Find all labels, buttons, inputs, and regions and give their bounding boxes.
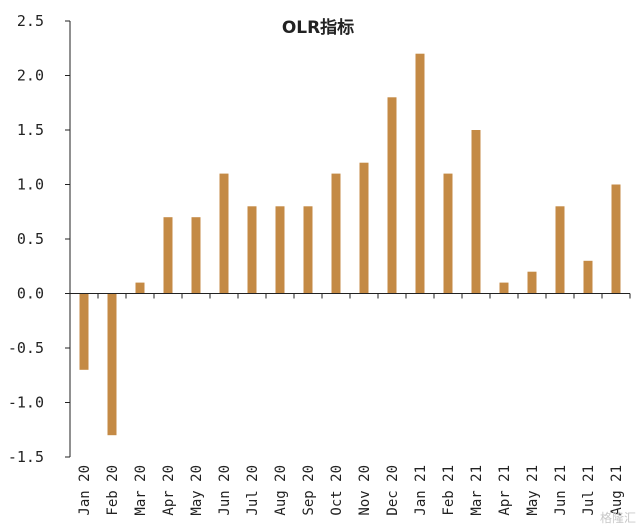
- bar: [303, 206, 313, 294]
- y-tick-label: 0.0: [17, 285, 44, 303]
- x-tick-label: Nov 20: [357, 465, 373, 516]
- x-tick-label: Apr 20: [161, 465, 177, 516]
- x-tick-label: Dec 20: [385, 465, 401, 516]
- bar: [359, 162, 369, 294]
- y-tick-label: 1.0: [17, 176, 44, 194]
- x-tick-label: Apr 21: [497, 465, 513, 516]
- bar: [471, 130, 481, 294]
- x-tick-label: Oct 20: [329, 465, 345, 516]
- x-tick-label: Mar 21: [469, 465, 485, 516]
- y-tick-label: -1.5: [8, 448, 44, 466]
- x-tick-label: May 21: [525, 465, 541, 516]
- x-tick-label: Feb 20: [105, 465, 121, 516]
- x-tick-label: Jul 20: [245, 465, 261, 516]
- watermark: 格隆汇: [599, 511, 636, 525]
- bar: [135, 282, 145, 294]
- bar: [415, 53, 425, 294]
- bar: [79, 293, 89, 370]
- x-tick-label: Feb 21: [441, 465, 457, 516]
- x-tick-label: Jan 20: [77, 465, 93, 516]
- x-tick-label: Jan 21: [413, 465, 429, 516]
- y-tick-label: 0.5: [17, 230, 44, 248]
- bars: [79, 53, 621, 436]
- bar: [247, 206, 257, 294]
- y-tick-label: 2.5: [17, 12, 44, 30]
- x-tick-label: May 20: [189, 465, 205, 516]
- y-tick-label: -0.5: [8, 339, 44, 357]
- x-axis: Jan 20 Feb 20 Mar 20 Apr 20 May 20 Jun 20 Jul …: [69, 293, 631, 516]
- bar: [583, 260, 593, 294]
- y-tick-label: -1.0: [8, 394, 44, 412]
- bar: [275, 206, 285, 294]
- x-tick-label: Jun 21: [553, 465, 569, 516]
- bar: [331, 173, 341, 294]
- bar: [163, 217, 173, 294]
- y-tick-label: 2.0: [17, 67, 44, 85]
- bar: [611, 184, 621, 294]
- chart-title: OLR指标: [282, 17, 354, 38]
- y-tick-label: 1.5: [17, 121, 44, 139]
- bar: [191, 217, 201, 294]
- bar: [499, 282, 509, 294]
- bar: [443, 173, 453, 294]
- y-axis: 2.5 2.0 1.5 1.0 0.5 0.0 -0.5 -1.0 -1.5: [8, 12, 71, 466]
- x-tick-label: Aug 20: [273, 465, 289, 516]
- bar: [527, 271, 537, 294]
- x-tick-label: Aug 21: [609, 465, 625, 516]
- bar: [107, 293, 117, 436]
- x-tick-label: Sep 20: [301, 465, 317, 516]
- bar: [219, 173, 229, 294]
- bar: [555, 206, 565, 294]
- x-tick-label: Mar 20: [133, 465, 149, 516]
- bar: [387, 97, 397, 294]
- x-tick-label: Jul 21: [581, 465, 597, 516]
- x-tick-label: Jun 20: [217, 465, 233, 516]
